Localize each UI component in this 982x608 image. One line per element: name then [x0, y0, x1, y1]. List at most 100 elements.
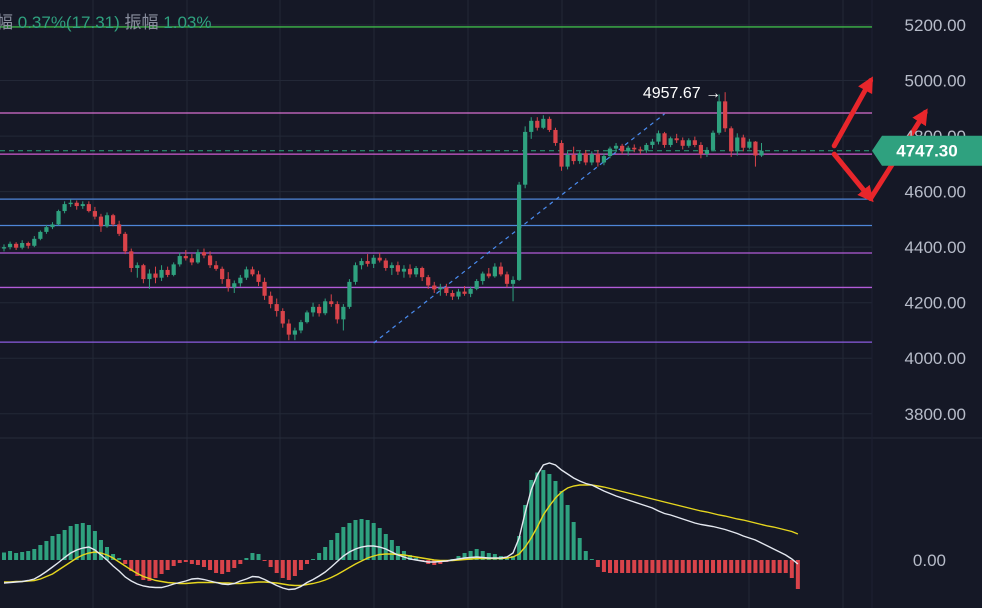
candle[interactable] [98, 213, 104, 232]
candle[interactable] [141, 263, 146, 284]
candle[interactable] [238, 274, 243, 287]
candle[interactable] [371, 254, 376, 268]
candle[interactable] [753, 141, 758, 167]
candle[interactable] [723, 92, 728, 132]
candle[interactable] [565, 151, 570, 170]
candle[interactable] [589, 151, 594, 166]
candle[interactable] [80, 201, 85, 209]
candle[interactable] [607, 146, 613, 159]
candle[interactable] [226, 272, 231, 292]
candle[interactable] [504, 271, 510, 288]
candle[interactable] [420, 266, 425, 282]
candle[interactable] [177, 252, 182, 267]
candle[interactable] [595, 149, 600, 167]
candle[interactable] [571, 146, 576, 165]
candle[interactable] [759, 143, 764, 157]
candle[interactable] [62, 201, 67, 214]
candle[interactable] [456, 288, 461, 300]
candle[interactable] [729, 126, 734, 157]
candle[interactable] [359, 258, 364, 270]
candle[interactable] [38, 230, 43, 241]
candle[interactable] [444, 283, 449, 296]
candle[interactable] [383, 258, 388, 271]
candle[interactable] [395, 261, 400, 275]
candle[interactable] [377, 252, 382, 263]
candle[interactable] [692, 136, 697, 148]
candle[interactable] [56, 209, 61, 226]
candle[interactable] [7, 241, 13, 250]
candle[interactable] [280, 308, 285, 328]
candle[interactable] [680, 137, 685, 150]
candle[interactable] [159, 265, 164, 282]
candle[interactable] [413, 266, 419, 278]
candle[interactable] [541, 115, 546, 130]
candle[interactable] [510, 276, 516, 302]
candle[interactable] [747, 138, 752, 150]
candle[interactable] [438, 283, 443, 296]
candle[interactable] [214, 261, 219, 271]
annotation-arrow[interactable] [831, 151, 874, 203]
candle[interactable] [262, 277, 267, 300]
candle[interactable] [268, 291, 273, 309]
candle[interactable] [232, 280, 237, 293]
candle[interactable] [201, 248, 207, 259]
candle[interactable] [644, 143, 649, 153]
candle[interactable] [347, 279, 352, 309]
candle[interactable] [153, 266, 158, 284]
candle[interactable] [686, 138, 691, 148]
candle[interactable] [129, 248, 134, 273]
candle[interactable] [662, 131, 667, 148]
candle[interactable] [74, 200, 79, 210]
candle[interactable] [674, 133, 679, 144]
candle[interactable] [535, 117, 540, 131]
candle[interactable] [462, 286, 467, 296]
candle[interactable] [1, 244, 7, 252]
candle[interactable] [553, 127, 558, 146]
candle[interactable] [407, 264, 413, 278]
candle[interactable] [613, 143, 619, 153]
candle[interactable] [498, 262, 504, 277]
candle[interactable] [26, 241, 31, 249]
current-price-tag[interactable]: 4747.30 [872, 135, 982, 166]
candle[interactable] [310, 302, 316, 317]
candle[interactable] [710, 130, 716, 152]
candle[interactable] [323, 298, 328, 316]
candle[interactable] [632, 144, 637, 153]
annotation-arrow[interactable] [831, 76, 874, 149]
candle[interactable] [577, 151, 582, 164]
candle[interactable] [68, 199, 73, 207]
candle[interactable] [529, 117, 534, 139]
candle[interactable] [298, 319, 304, 334]
candle[interactable] [365, 254, 370, 267]
candle[interactable] [292, 327, 297, 341]
candle[interactable] [741, 134, 746, 152]
candle[interactable] [189, 254, 194, 266]
candle[interactable] [601, 153, 607, 166]
candle[interactable] [304, 310, 310, 324]
candle[interactable] [135, 262, 140, 278]
candle[interactable] [559, 140, 564, 171]
candle[interactable] [704, 147, 710, 157]
candle[interactable] [207, 251, 213, 268]
candle[interactable] [341, 304, 346, 331]
candle[interactable] [468, 286, 473, 298]
candle[interactable] [286, 319, 291, 341]
candle[interactable] [401, 265, 407, 278]
candle[interactable] [123, 231, 128, 255]
candle[interactable] [220, 266, 225, 284]
candle[interactable] [329, 294, 334, 307]
candle[interactable] [274, 298, 279, 317]
candle[interactable] [668, 136, 673, 148]
candle[interactable] [547, 116, 552, 132]
candle[interactable] [335, 301, 340, 324]
candle[interactable] [14, 242, 19, 250]
candle[interactable] [716, 94, 722, 135]
candle[interactable] [183, 249, 188, 261]
candle[interactable] [656, 130, 661, 145]
candle[interactable] [171, 262, 176, 277]
candle[interactable] [86, 201, 91, 213]
candle[interactable] [492, 263, 497, 278]
candle[interactable] [20, 240, 25, 250]
candle[interactable] [698, 142, 703, 159]
